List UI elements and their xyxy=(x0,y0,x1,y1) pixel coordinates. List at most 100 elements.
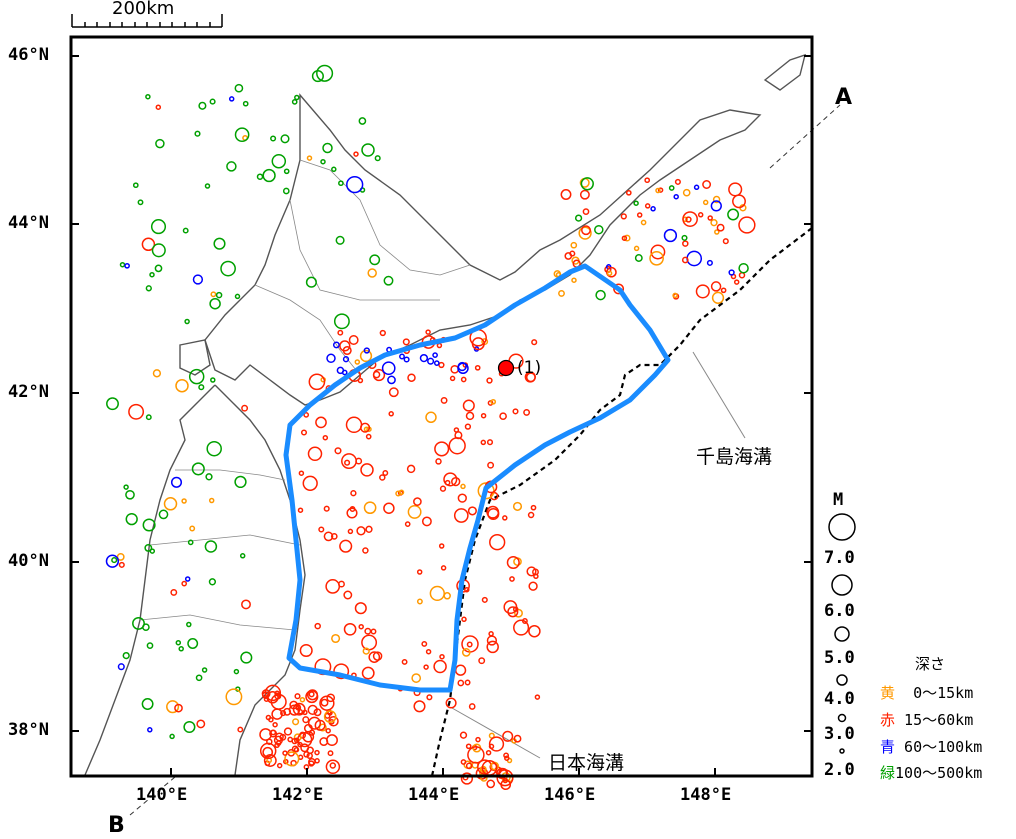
epicenter-marker xyxy=(220,260,236,277)
epicenter-marker xyxy=(106,397,119,411)
epicenter-marker xyxy=(145,93,151,100)
epicenter-marker xyxy=(449,375,456,382)
epicenter-marker xyxy=(379,329,386,337)
epicenter-marker xyxy=(682,240,689,247)
epicenter-marker xyxy=(206,440,222,457)
epicenter-marker xyxy=(259,728,272,741)
epicenter-marker xyxy=(149,271,155,278)
epicenter-marker xyxy=(722,238,729,245)
epicenter-marker xyxy=(711,291,725,304)
epicenter-marker xyxy=(187,539,194,546)
epicenter-marker xyxy=(273,735,283,745)
depth-row-green: 緑100～500km xyxy=(880,762,982,783)
kuril-trench-label: 千島海溝 xyxy=(696,446,773,468)
epicenter-marker xyxy=(118,561,125,568)
epicenter-marker xyxy=(668,185,675,191)
epicenter-marker xyxy=(714,229,720,235)
epicenter-marker xyxy=(436,342,443,349)
epicenter-marker xyxy=(528,624,541,638)
epicenter-marker xyxy=(513,734,522,743)
epicenter-marker xyxy=(308,760,315,767)
scale-bar xyxy=(71,14,223,28)
epicenter-marker xyxy=(372,368,386,382)
epicenter-marker xyxy=(339,340,351,352)
epicenter-marker xyxy=(122,651,130,660)
epicenter-marker xyxy=(406,464,416,474)
depth-range: 0～15km xyxy=(895,684,974,702)
epicenter-marker xyxy=(356,526,366,536)
epicenter-marker xyxy=(262,746,274,758)
epicenter-marker xyxy=(504,755,510,761)
epicenter-marker xyxy=(151,243,166,258)
epicenter-marker xyxy=(187,638,199,649)
epicenter-marker xyxy=(657,187,664,193)
epicenter-marker xyxy=(582,208,590,215)
epicenter-marker xyxy=(303,751,310,758)
lat-label-42: 42°N xyxy=(8,382,49,402)
epicenter-marker xyxy=(362,547,369,554)
epicenter-marker xyxy=(503,600,518,615)
epicenter-marker xyxy=(460,483,466,490)
epicenter-marker xyxy=(347,528,354,535)
epicenter-marker xyxy=(706,259,713,266)
epicenter-marker xyxy=(155,104,162,110)
epicenter-marker xyxy=(702,180,712,189)
epicenter-marker xyxy=(710,281,722,292)
epicenter-marker xyxy=(343,622,357,636)
epicenter-marker xyxy=(460,759,467,765)
epicenter-marker xyxy=(500,779,512,791)
epicenter-marker xyxy=(337,329,344,336)
epicenter-marker xyxy=(358,117,367,125)
magnitude-value-5: 5.0 xyxy=(824,648,855,668)
epicenter-marker xyxy=(338,180,344,187)
epicenter-marker xyxy=(488,631,494,637)
epicenter-marker xyxy=(262,168,276,183)
epicenter-marker xyxy=(198,101,207,110)
epicenter-marker xyxy=(163,497,178,511)
epicenter-marker xyxy=(613,283,625,295)
earthquake-epicenters xyxy=(105,64,756,791)
epicenter-marker xyxy=(362,647,370,655)
epicenter-marker xyxy=(155,138,165,149)
epicenter-marker xyxy=(149,548,156,554)
epicenter-marker xyxy=(297,507,304,513)
epicenter-marker xyxy=(228,96,235,102)
epicenter-marker xyxy=(302,475,318,491)
epicenter-marker xyxy=(184,576,191,582)
epicenter-marker xyxy=(188,368,205,385)
epicenter-marker xyxy=(695,284,710,299)
epicenter-marker xyxy=(693,184,700,191)
epicenter-marker xyxy=(489,534,506,551)
epicenter-marker xyxy=(208,497,215,504)
depth-legend-title: 深さ xyxy=(915,655,946,673)
epicenter-marker xyxy=(634,254,643,262)
japan-trench-label: 日本海溝 xyxy=(548,752,625,774)
epicenter-marker xyxy=(531,339,538,346)
epicenter-marker xyxy=(343,590,353,600)
epicenter-marker xyxy=(426,694,433,701)
epicenter-marker xyxy=(292,718,300,726)
epicenter-marker xyxy=(125,512,138,526)
epicenter-marker xyxy=(530,504,537,511)
epicenter-marker xyxy=(213,237,226,250)
magnitude-value-2: 2.0 xyxy=(824,760,855,780)
epicenter-marker xyxy=(145,285,152,292)
epicenter-marker xyxy=(370,628,377,635)
epicenter-marker xyxy=(323,505,330,512)
epicenter-marker xyxy=(210,377,216,383)
epicenter-marker xyxy=(733,279,740,285)
epicenter-marker xyxy=(191,462,205,476)
epicenter-marker xyxy=(364,627,372,635)
epicenter-marker xyxy=(189,525,196,532)
epicenter-marker xyxy=(116,552,125,561)
epicenter-marker xyxy=(287,736,294,743)
trench-lines xyxy=(430,227,813,777)
epicenter-marker xyxy=(381,361,396,376)
epicenter-marker xyxy=(146,642,154,649)
epicenter-marker xyxy=(263,754,277,767)
epicenter-marker xyxy=(697,212,704,218)
epicenter-marker xyxy=(346,175,364,194)
epicenter-marker xyxy=(141,698,154,710)
epicenter-marker xyxy=(411,673,422,683)
epicenter-marker xyxy=(440,396,448,404)
